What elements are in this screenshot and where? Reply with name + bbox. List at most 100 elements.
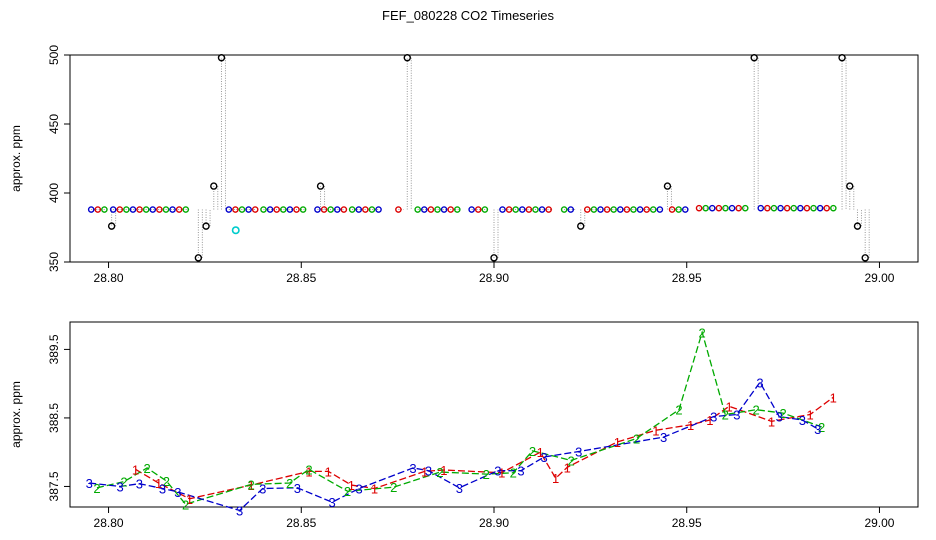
series-2-point-label: 2: [120, 475, 127, 490]
series-3-line: [89, 381, 819, 512]
series-1-point-label: 1: [421, 464, 428, 479]
series-2-point-label: 2: [143, 461, 150, 476]
baseline-point: [538, 206, 546, 213]
spike-point: [838, 54, 846, 62]
chart-title: FEF_080228 CO2 Timeseries: [382, 8, 554, 23]
baseline-point: [803, 204, 811, 212]
baseline-point: [299, 206, 307, 213]
top-y-axis-title: approx. ppm: [9, 125, 23, 192]
series-2-point-label: 2: [529, 444, 536, 459]
bottom-x-tick-label: 28.85: [286, 516, 316, 530]
baseline-point: [590, 206, 598, 213]
baseline-point: [715, 204, 723, 212]
baseline-point: [810, 204, 817, 212]
baseline-point: [414, 206, 421, 213]
baseline-point: [232, 206, 239, 213]
series-1-point-label: 1: [830, 390, 837, 405]
spike-point: [663, 182, 672, 190]
top-plot: 28.80 28.85 28.90 28.95 29.00 350 400 450 500 app…: [9, 45, 895, 285]
baseline-point: [355, 206, 363, 213]
baseline-point: [603, 206, 611, 213]
series-3-point-label: 3: [540, 450, 547, 465]
series-1-point-label: 1: [706, 413, 713, 428]
spike-point: [217, 54, 226, 62]
series-1-point-label: 1: [498, 466, 505, 481]
top-x-tick-label: 28.90: [479, 271, 509, 285]
series-2-point-label: 2: [248, 477, 255, 492]
baseline-point: [136, 206, 143, 213]
baseline-point: [675, 206, 682, 213]
baseline-point: [583, 206, 591, 213]
series-2-point-label: 2: [779, 406, 786, 421]
series-1-point-label: 1: [726, 399, 733, 414]
baseline-point: [169, 206, 176, 213]
baseline-point: [512, 206, 519, 213]
series-2-point-label: 2: [752, 403, 759, 418]
bottom-y-tick-label: 388.5: [47, 403, 61, 433]
baseline-point: [368, 206, 376, 213]
spike-point: [750, 54, 758, 62]
baseline-point: [764, 204, 771, 212]
baseline-point: [770, 204, 778, 212]
series-3-point-label: 3: [733, 408, 740, 423]
baseline-point: [123, 206, 130, 213]
series-3-point-label: 3: [355, 482, 362, 497]
baseline-point: [149, 206, 157, 213]
series-3-point-label: 3: [814, 422, 821, 437]
spike-point: [403, 54, 411, 62]
series-1-point-label: 1: [614, 435, 621, 450]
baseline-point: [87, 206, 95, 213]
baseline-point: [830, 204, 837, 212]
baseline-point: [129, 206, 137, 213]
bottom-y-tick-label: 389.5: [47, 334, 61, 364]
bottom-x-tick-label: 28.90: [479, 516, 509, 530]
series-2-point-label: 2: [633, 431, 640, 446]
baseline-point: [286, 206, 294, 213]
series-2-point-label: 2: [163, 474, 170, 489]
series-2-point-label: 2: [699, 325, 706, 340]
spike-point: [490, 254, 498, 262]
top-x-tick-label: 29.00: [864, 271, 894, 285]
baseline-point: [702, 204, 709, 212]
baseline-point: [260, 206, 267, 213]
series-1-point-label: 1: [687, 418, 694, 433]
series-2-point-label: 2: [93, 481, 100, 496]
series-3-point-label: 3: [799, 413, 806, 428]
top-x-tick-label: 28.80: [94, 271, 124, 285]
spike-point: [194, 254, 203, 262]
baseline-point: [447, 206, 454, 213]
series-1-point-label: 1: [248, 478, 255, 493]
baseline-point: [314, 206, 321, 213]
bottom-plot: 28.80 28.85 28.90 28.95 29.00 387.5 388.5 389.5…: [9, 325, 895, 530]
baseline-point: [427, 206, 435, 213]
series-1-point-label: 1: [768, 414, 775, 429]
baseline-point: [362, 206, 369, 213]
baseline-point: [757, 204, 765, 212]
baseline-point: [375, 206, 382, 213]
bottom-x-tick-label: 28.95: [672, 516, 702, 530]
series-3-point-label: 3: [660, 430, 667, 445]
series-3-point-label: 3: [575, 445, 582, 460]
baseline-point: [722, 204, 729, 212]
cyan-point: [231, 226, 240, 235]
baseline-point: [636, 206, 644, 213]
baseline-point: [643, 206, 650, 213]
baseline-point: [797, 204, 804, 212]
baseline-point: [279, 206, 287, 213]
spike-point: [846, 182, 854, 190]
baseline-point: [499, 206, 506, 213]
baseline-point: [156, 206, 163, 213]
bottom-x-tick-label: 29.00: [864, 516, 894, 530]
series-3-point-label: 3: [86, 476, 93, 491]
series-2-point-label: 2: [182, 497, 189, 512]
series-3-point-label: 3: [294, 481, 301, 496]
baseline-point: [395, 206, 402, 213]
spike-point: [202, 222, 210, 230]
baseline-point: [790, 204, 798, 212]
top-x-tick-label: 28.95: [672, 271, 702, 285]
series-3-point-label: 3: [494, 464, 501, 479]
baseline-point: [525, 206, 533, 213]
series-3-point-label: 3: [236, 503, 243, 518]
series-1-point-label: 1: [652, 423, 659, 438]
top-y-tick-label: 450: [47, 114, 61, 134]
